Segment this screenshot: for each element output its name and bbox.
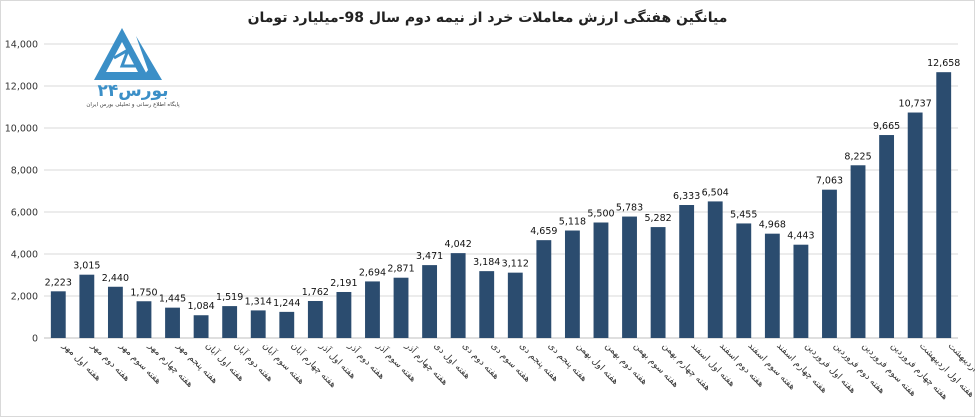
bar [793,244,809,338]
y-tick-label: 4,000 [11,250,38,261]
data-label: 3,184 [473,257,500,268]
bar [593,222,609,338]
bar [422,265,438,338]
data-label: 2,223 [45,277,72,288]
bar [365,281,380,338]
bar [165,307,180,338]
bar [764,233,780,338]
data-label: 5,455 [730,209,757,220]
bar [622,216,637,338]
data-label: 5,118 [559,217,586,228]
bar [393,277,409,338]
bar [707,201,723,338]
bar [879,135,895,338]
bar [679,205,695,338]
bar [250,310,266,338]
data-label: 8,225 [844,151,871,162]
data-label: 1,762 [302,287,329,298]
bar [507,272,523,338]
data-label: 4,659 [530,226,557,237]
logo-tagline: پایگاه اطلاع رسانی و تحلیلی بورس ایران [86,102,180,108]
bar [736,223,752,338]
bar [222,306,238,338]
bar [907,112,923,338]
y-axis-ticks: 0 2,000 4,000 6,000 8,000 10,000 12,000 14,000 [5,40,38,345]
bar [536,240,552,338]
data-label: 5,783 [616,203,643,214]
bar [136,301,152,338]
data-label: 4,443 [787,231,814,242]
x-tick-label: هفته چهارم اسفند [774,341,829,396]
data-label: 1,519 [216,292,243,303]
bar [107,286,123,338]
bar [650,227,666,338]
data-label: 3,015 [73,261,100,272]
data-label: 6,504 [702,187,729,198]
y-tick-label: 14,000 [5,40,38,51]
bar [450,253,466,338]
data-label: 6,333 [673,191,700,202]
data-label: 10,737 [899,99,932,110]
data-label: 7,063 [816,176,843,187]
bar [336,291,352,338]
data-label: 3,471 [416,251,443,262]
data-label: 3,112 [502,259,529,270]
x-tick-label: هفته اول فروردین [803,341,858,396]
bar [822,189,837,338]
data-label: 2,440 [102,273,129,284]
y-tick-label: 10,000 [5,124,38,135]
bar [50,291,66,338]
bar [479,271,495,338]
bar [279,311,295,338]
bar [936,72,952,338]
data-label: 2,191 [330,278,357,289]
logo-mark-icon [94,28,162,80]
data-label: 4,042 [445,239,472,250]
data-label: 4,968 [759,220,786,231]
bar [850,165,866,338]
bars [50,72,952,338]
data-label: 1,084 [187,301,214,312]
data-label: 1,314 [245,296,272,307]
data-label: 2,694 [359,267,386,278]
y-tick-label: 8,000 [11,166,38,177]
y-tick-label: 2,000 [11,292,38,303]
data-label: 5,500 [587,209,614,220]
bar [307,300,323,338]
bar [79,274,95,338]
y-tick-label: 0 [32,334,38,345]
y-tick-label: 12,000 [5,82,38,93]
data-label: 1,750 [130,287,157,298]
data-label: 1,244 [273,298,300,309]
bar [193,315,209,338]
data-label: 9,665 [873,121,900,132]
data-label: 2,871 [387,264,414,275]
data-label: 1,445 [159,294,186,305]
logo: بورس۲۴ پایگاه اطلاع رسانی و تحلیلی بورس … [78,26,188,116]
chart-title: میانگین هفتگی ارزش معاملات خرد از نیمه د… [247,10,728,26]
y-tick-label: 6,000 [11,208,38,219]
bar [564,230,580,338]
logo-name: بورس۲۴ [97,81,169,101]
x-tick-label: هفته دوم فروردین [831,341,886,396]
data-label: 12,658 [927,58,960,69]
data-label: 5,282 [644,213,671,224]
